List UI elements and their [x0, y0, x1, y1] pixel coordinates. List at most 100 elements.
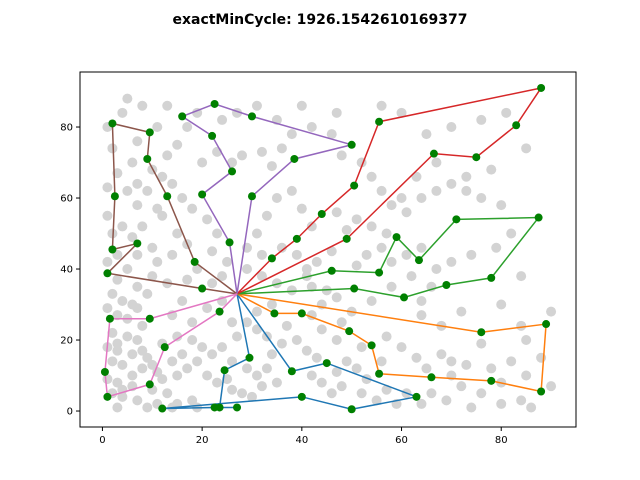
background-point [376, 185, 387, 196]
background-point [476, 114, 487, 125]
background-point [266, 349, 277, 360]
route-node [160, 343, 169, 352]
background-point [296, 203, 307, 214]
background-point [381, 228, 392, 239]
background-point [401, 207, 412, 218]
background-point [256, 271, 267, 282]
background-point [376, 356, 387, 367]
background-point [112, 338, 123, 349]
background-point [431, 185, 442, 196]
background-point [411, 171, 422, 182]
route-node [487, 376, 496, 385]
route-node [110, 192, 119, 201]
background-point [276, 143, 287, 154]
background-point [266, 161, 277, 172]
route-node [452, 215, 461, 224]
background-point [122, 185, 133, 196]
background-point [351, 363, 362, 374]
route-node [103, 392, 112, 401]
route-node [375, 117, 384, 126]
background-point [112, 310, 123, 321]
background-point [431, 264, 442, 275]
route-node [267, 254, 276, 263]
background-point [132, 178, 143, 189]
background-point [386, 281, 397, 292]
background-point [102, 210, 113, 221]
background-point [496, 398, 507, 409]
route-node [342, 234, 351, 243]
route-line [236, 86, 543, 295]
background-point [132, 395, 143, 406]
background-point [202, 370, 213, 381]
y-tick-label: 60 [60, 194, 73, 205]
background-point [182, 122, 193, 133]
route-node [225, 238, 234, 247]
background-point [386, 200, 397, 211]
background-point [217, 271, 228, 282]
route-node [317, 210, 326, 218]
background-point [546, 306, 557, 317]
background-point [177, 193, 188, 204]
background-point [142, 352, 153, 363]
background-point [137, 221, 148, 232]
x-tick-label: 60 [395, 435, 408, 446]
background-point [197, 342, 208, 353]
background-point [266, 299, 277, 310]
background-point [496, 200, 507, 211]
background-point [122, 93, 133, 104]
route-line [236, 216, 541, 299]
route-node [322, 359, 331, 368]
background-point [237, 150, 248, 161]
background-point [127, 349, 138, 360]
background-point [112, 377, 123, 388]
route-node [537, 387, 546, 396]
route-node [247, 192, 256, 201]
route-node [270, 309, 279, 318]
background-point [112, 345, 123, 356]
background-point [227, 384, 238, 395]
background-point [486, 164, 497, 175]
background-point [147, 242, 158, 253]
route-node [327, 266, 336, 275]
route-node [345, 327, 354, 336]
route-node [400, 293, 409, 302]
background-point [102, 303, 113, 314]
route-node [158, 404, 167, 413]
background-point [167, 178, 178, 189]
background-point [112, 274, 123, 285]
background-point [271, 193, 282, 204]
background-point [441, 395, 452, 406]
route-node [228, 167, 237, 176]
background-point [376, 100, 387, 111]
route-node [163, 192, 172, 201]
background-point [137, 363, 148, 374]
route-node [512, 121, 521, 130]
background-point [331, 207, 342, 218]
background-point [301, 345, 312, 356]
background-point [222, 374, 233, 385]
route-node [245, 353, 254, 362]
background-point [192, 356, 203, 367]
background-point [241, 264, 252, 275]
background-point [301, 264, 312, 275]
route-node [198, 284, 207, 293]
background-point [521, 143, 532, 154]
background-point [366, 221, 377, 232]
background-point [506, 228, 517, 239]
background-point [142, 402, 153, 413]
background-point [187, 395, 198, 406]
background-point [132, 303, 143, 314]
background-point [137, 345, 148, 356]
background-point [127, 370, 138, 381]
background-point [227, 157, 238, 168]
background-point [311, 256, 322, 267]
axes-frame [79, 71, 577, 428]
background-point [446, 256, 457, 267]
background-point [251, 324, 262, 335]
background-point [276, 338, 287, 349]
route-line [236, 293, 547, 393]
background-point [142, 185, 153, 196]
background-point [117, 295, 128, 306]
background-point [217, 342, 228, 353]
background-point [157, 374, 168, 385]
